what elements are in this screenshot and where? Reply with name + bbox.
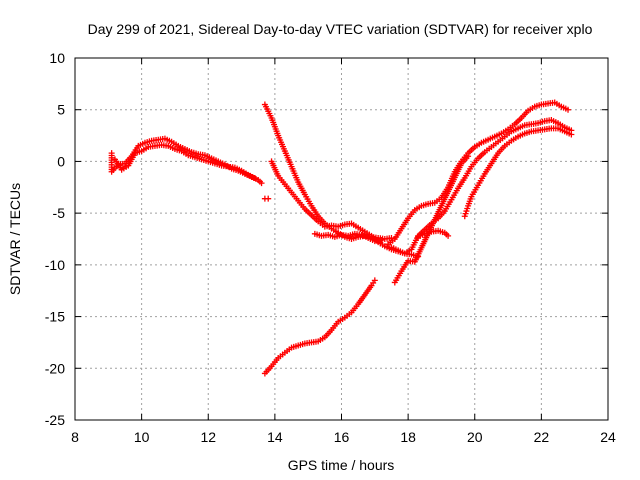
data-point <box>445 232 452 239</box>
y-tick-label: 0 <box>57 153 65 169</box>
y-tick-label: -15 <box>45 309 65 325</box>
x-tick-label: 10 <box>134 429 150 445</box>
data-point <box>265 195 272 202</box>
data-point <box>565 106 572 113</box>
y-tick-label: 5 <box>57 102 65 118</box>
chart-title: Day 299 of 2021, Sidereal Day-to-day VTE… <box>88 21 593 37</box>
y-tick-label: 10 <box>49 50 65 66</box>
y-tick-label: -10 <box>45 257 65 273</box>
y-tick-label: -25 <box>45 412 65 428</box>
x-tick-label: 22 <box>534 429 550 445</box>
x-tick-label: 18 <box>400 429 416 445</box>
data-point <box>465 153 472 160</box>
data-point <box>371 277 378 284</box>
x-tick-label: 14 <box>267 429 283 445</box>
data-point <box>388 234 395 241</box>
y-tick-label: -20 <box>45 360 65 376</box>
data-point <box>378 237 385 244</box>
data-points <box>108 99 575 377</box>
y-axis-label: SDTVAR / TECUs <box>7 183 23 295</box>
y-tick-label: -5 <box>53 205 66 221</box>
x-tick-label: 12 <box>200 429 216 445</box>
x-axis-label: GPS time / hours <box>288 457 395 473</box>
data-point <box>568 131 575 138</box>
axis-ticks: 8 10 12 14 16 18 20 22 24 10 5 0 -5 -10 -15 -20 -25 <box>45 50 616 445</box>
data-point <box>251 174 258 181</box>
x-tick-label: 24 <box>600 429 616 445</box>
data-point <box>258 180 265 187</box>
x-tick-label: 8 <box>71 429 79 445</box>
grid <box>75 58 608 420</box>
x-tick-label: 20 <box>467 429 483 445</box>
x-tick-label: 16 <box>334 429 350 445</box>
